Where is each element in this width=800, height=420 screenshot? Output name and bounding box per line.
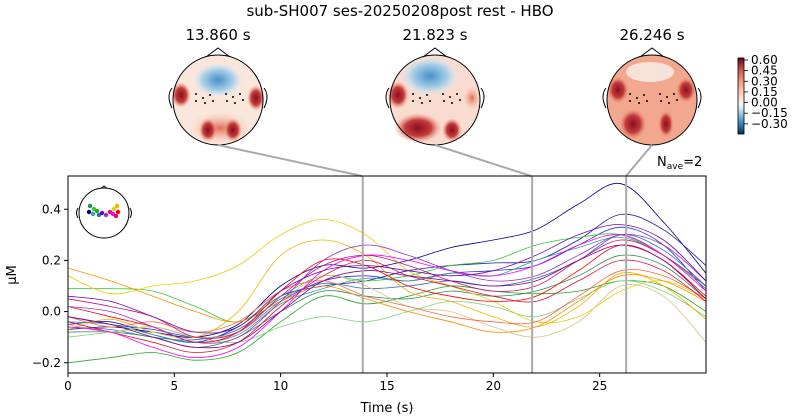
series-line-16 (68, 259, 706, 353)
time-marker-lines (361, 176, 628, 373)
x-tick-label: 15 (379, 379, 394, 393)
series-line-15 (68, 244, 706, 343)
series-line-7 (68, 233, 706, 323)
nave-sub: ave (667, 162, 684, 172)
sensor-layout-inset (76, 185, 132, 239)
topomap-2-time-label: 21.823 s (402, 26, 467, 44)
colorbar-tick-label: 0.15 (751, 85, 778, 99)
colorbar: 0.600.450.300.150.00−0.15−0.30 (737, 53, 788, 135)
topomap-3: 26.246 s (602, 26, 702, 146)
series-line-12 (68, 274, 706, 343)
series-line-13 (68, 267, 706, 333)
series-line-3 (68, 226, 706, 338)
colorbar-tick-label: −0.30 (751, 117, 788, 131)
x-axis-label: Time (s) (360, 401, 414, 416)
nave-suffix: =2 (683, 155, 702, 170)
x-tick-label: 5 (171, 379, 179, 393)
topomap-1-time-label: 13.860 s (185, 26, 250, 44)
series-line-19 (68, 234, 706, 344)
colorbar-tick-label: −0.15 (751, 106, 788, 120)
figure-title: sub-SH007 ses-20250208post rest - HBO (246, 2, 553, 20)
plot-frame (67, 175, 707, 374)
y-axis-ticks: −0.2 0.0 0.2 0.4 (32, 202, 68, 370)
topomap-1: 13.860 s (168, 26, 268, 146)
y-tick-label: −0.2 (32, 356, 61, 370)
nave-base: N (657, 155, 667, 170)
series-line-14 (68, 269, 706, 333)
series-line-20 (68, 244, 706, 349)
series-line-1 (68, 183, 706, 338)
topomap-connectors (217, 144, 653, 177)
series-layer (68, 183, 706, 364)
x-tick-label: 20 (486, 379, 501, 393)
plot-area: 0 5 10 15 20 25 −0.2 0.0 0.2 0.4 Time (s) µM (5, 175, 707, 416)
series-line-18 (68, 239, 706, 339)
colorbar-tick-label: 0.45 (751, 64, 778, 78)
series-line-21 (68, 224, 706, 334)
nave-annotation: Nave=2 (657, 155, 702, 172)
series-line-9 (68, 280, 706, 344)
series-line-8 (68, 280, 706, 364)
topomap-2: 21.823 s (385, 26, 485, 146)
y-tick-label: 0.4 (42, 202, 61, 216)
x-tick-label: 25 (592, 379, 607, 393)
connector-3 (625, 144, 653, 177)
colorbar-tick-label: 0.30 (751, 74, 778, 88)
connector-2 (434, 144, 532, 177)
series-line-11 (68, 239, 706, 339)
y-tick-label: 0.2 (42, 253, 61, 267)
topomap-3-time-label: 26.246 s (619, 26, 684, 44)
colorbar-tick-label: 0.60 (751, 53, 778, 67)
x-tick-label: 10 (273, 379, 288, 393)
x-axis-ticks: 0 5 10 15 20 25 (64, 373, 607, 393)
connector-1 (217, 144, 363, 177)
x-tick-label: 0 (64, 379, 72, 393)
colorbar-tick-label: 0.00 (751, 96, 778, 110)
series-line-17 (68, 234, 706, 359)
series-line-10 (68, 219, 706, 324)
y-axis-label: µM (5, 265, 20, 285)
y-tick-label: 0.0 (42, 305, 61, 319)
